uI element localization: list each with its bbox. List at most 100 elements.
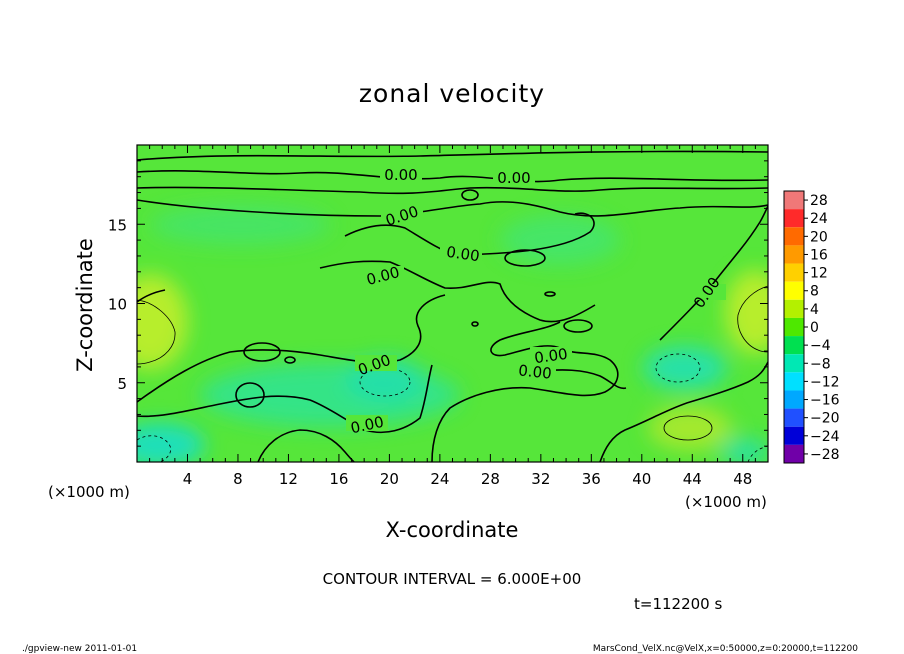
y-tick-label: 15	[108, 216, 127, 234]
colorbar-swatch	[784, 336, 804, 355]
x-tick-label: 36	[582, 470, 601, 488]
colorbar-label: −24	[810, 429, 840, 445]
weak-positive-region	[725, 270, 768, 354]
heatmap-field: 0.00 0.00 0.00 0.00 0.00 0.00 0.00 0.00 …	[137, 145, 768, 462]
contour-line	[359, 367, 411, 397]
contour-line	[539, 369, 627, 390]
contour-line	[243, 342, 281, 362]
colorbar-swatch	[784, 426, 804, 445]
x-tick-label: 16	[329, 470, 348, 488]
contour-line	[663, 415, 713, 441]
colorbar-swatch	[784, 263, 804, 282]
colorbar-swatch	[784, 245, 804, 264]
contour-label: 0.00	[384, 166, 417, 184]
contour-line	[137, 435, 172, 462]
time-label: t=112200 s	[634, 595, 722, 613]
contour-line	[235, 382, 265, 408]
x-axis-unit-right: (×1000 m)	[685, 493, 767, 511]
contour-line	[737, 285, 768, 353]
colorbar-label: 20	[810, 229, 828, 245]
colorbar-swatch	[784, 408, 804, 427]
colorbar-label: 24	[810, 211, 828, 227]
x-tick-label: 32	[531, 470, 550, 488]
colorbar-label: 8	[810, 284, 819, 300]
x-axis-label: X-coordinate	[386, 518, 519, 542]
zero-contours	[137, 150, 768, 462]
colorbar-swatch	[784, 317, 804, 337]
y-tick-label: 10	[108, 296, 127, 314]
colorbar-label: −8	[810, 356, 831, 372]
chart-title: zonal velocity	[359, 79, 545, 108]
colorbar-label: 0	[810, 320, 819, 336]
colorbar-swatch	[784, 372, 804, 391]
contour-line	[319, 260, 596, 323]
colorbar-swatch	[784, 390, 804, 409]
colorbar-swatch	[784, 444, 804, 463]
colorbar-label: −20	[810, 411, 840, 427]
colorbar: 28 24 20 16 12 8 4 0 −4 −8 −12 −16 −20 −24 −28	[783, 190, 840, 464]
x-tick-label: 28	[481, 470, 500, 488]
colorbar-label: 4	[810, 302, 819, 318]
colorbar-label: −4	[810, 338, 831, 354]
weak-negative-region	[720, 438, 768, 462]
x-tick-label: 12	[279, 470, 298, 488]
colorbar-swatch	[784, 209, 804, 228]
contour-line	[599, 361, 768, 462]
contour-line	[137, 170, 768, 183]
contour-label: 0.00	[533, 345, 569, 367]
contour-line	[257, 429, 355, 462]
y-axis: 5 10 15	[108, 160, 768, 447]
x-tick-label: 24	[430, 470, 449, 488]
contour-label: 0.00	[497, 169, 530, 187]
colorbar-label: −28	[810, 447, 840, 463]
x-tick-label: 4	[183, 470, 193, 488]
contour-line	[504, 249, 546, 267]
positive-contours	[137, 285, 768, 441]
contour-line	[544, 291, 556, 297]
contour-interval-text: CONTOUR INTERVAL = 6.000E+00	[323, 570, 582, 588]
contour-line	[659, 205, 768, 341]
colorbar-swatch	[784, 299, 804, 318]
y-axis-label: Z-coordinate	[73, 238, 97, 372]
colorbar-label: 16	[810, 247, 828, 263]
colorbar-swatch	[784, 191, 804, 210]
colorbar-label: 28	[810, 193, 828, 209]
contour-label: 0.00	[517, 361, 552, 382]
x-axis-unit-left: (×1000 m)	[48, 483, 130, 501]
weak-negative-region	[150, 205, 330, 245]
footer-left: ./gpview-new 2011-01-01	[22, 644, 137, 654]
contour-line	[137, 150, 768, 161]
contour-label-group: 0.00 0.00 0.00 0.00 0.00 0.00 0.00 0.00 …	[346, 165, 726, 437]
x-tick-label: 8	[233, 470, 243, 488]
x-tick-label: 20	[380, 470, 399, 488]
colorbar-swatch	[784, 354, 804, 373]
x-tick-label: 44	[683, 470, 702, 488]
contour-line	[471, 321, 479, 327]
colorbar-swatch	[784, 281, 804, 300]
contour-line	[137, 199, 768, 217]
x-tick-label: 48	[733, 470, 752, 488]
weak-positive-region	[648, 406, 732, 450]
contour-line	[461, 189, 479, 201]
x-axis: 4 8 12 16 20 24 28 32 36 40 44 48	[149, 145, 756, 488]
colorbar-label: 12	[810, 266, 828, 282]
contour-line	[137, 294, 446, 403]
colorbar-label: −12	[810, 374, 840, 390]
contour-line	[137, 299, 176, 365]
weak-negative-region	[137, 423, 205, 462]
y-tick-label: 5	[117, 375, 127, 393]
weak-negative-region	[500, 215, 620, 265]
weak-positive-region	[137, 274, 188, 370]
contour-line	[284, 356, 296, 364]
contour-label: 0.00	[445, 243, 481, 265]
contour-line	[431, 321, 619, 462]
x-tick-label: 40	[632, 470, 651, 488]
colorbar-label: −16	[810, 393, 840, 409]
contour-line	[563, 319, 593, 333]
contour-line	[137, 364, 433, 434]
footer-right: MarsCond_VelX.nc@VelX,x=0:50000,z=0:2000…	[593, 644, 858, 654]
colorbar-swatch	[784, 227, 804, 246]
contour-line	[655, 353, 701, 383]
contour-line	[137, 186, 768, 195]
